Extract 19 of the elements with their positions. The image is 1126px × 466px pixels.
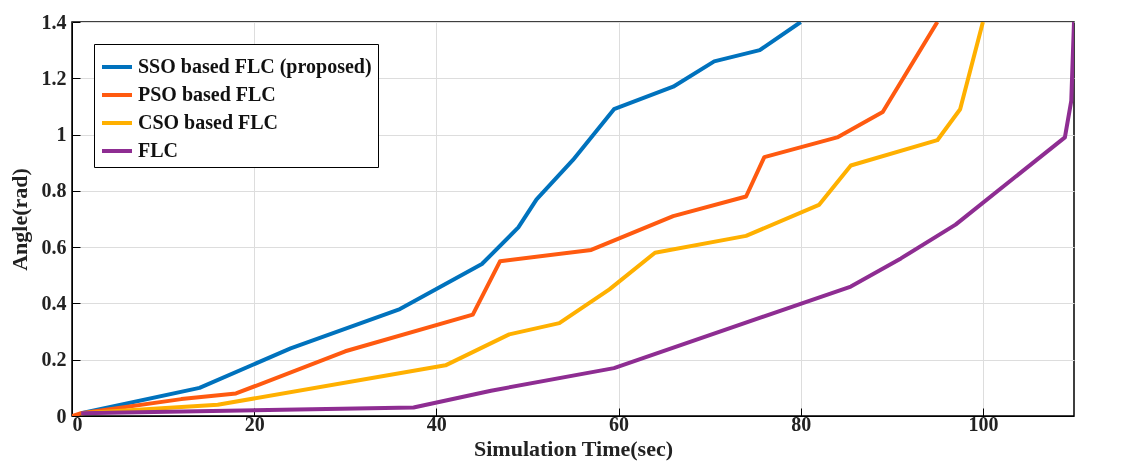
x-axis-title: Simulation Time(sec)	[473, 435, 674, 461]
x-tick-label: 0	[72, 412, 83, 435]
legend-label: SSO based FLC (proposed)	[138, 55, 372, 78]
legend-label: PSO based FLC	[138, 83, 276, 105]
y-tick-label: 1	[56, 123, 67, 146]
legend-label: FLC	[138, 139, 178, 161]
x-tick-label: 20	[244, 412, 265, 435]
y-tick-label: 1.2	[41, 66, 67, 89]
y-axis-title: Angle(rad)	[6, 168, 32, 271]
y-tick-label: 0.6	[41, 235, 67, 258]
legend-label: CSO based FLC	[138, 111, 279, 133]
x-tick-label: 60	[609, 412, 630, 435]
x-tick-label: 40	[426, 412, 447, 435]
x-tick-label: 80	[791, 412, 812, 435]
y-tick-label: 0.8	[41, 179, 67, 202]
y-tick-label: 0.4	[41, 291, 67, 314]
x-tick-label: 100	[968, 412, 999, 435]
y-tick-label: 1.4	[41, 10, 67, 33]
y-tick-label: 0.2	[41, 348, 67, 371]
